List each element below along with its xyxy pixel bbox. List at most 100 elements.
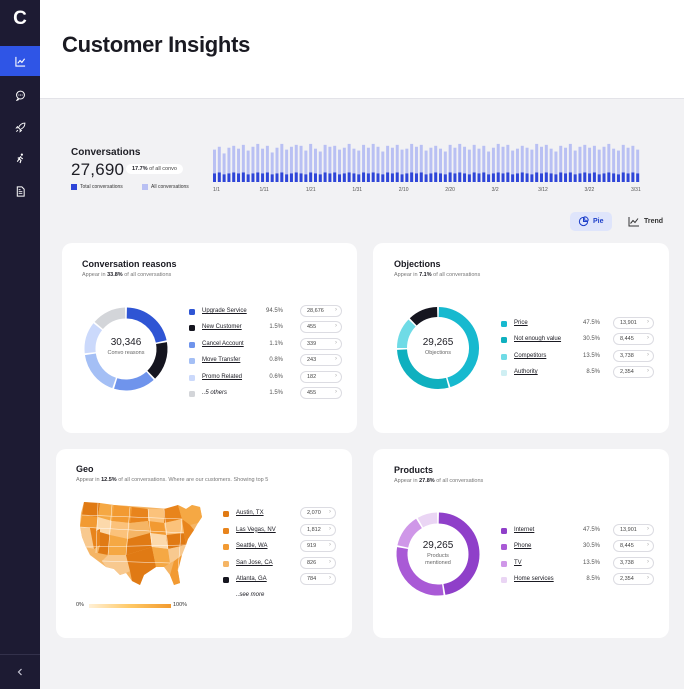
sub-pct: 27.8% — [419, 478, 435, 484]
x-tick-label: 1/31 — [352, 187, 362, 193]
legend-item-pct: 94.5% — [265, 308, 283, 314]
bar-total-conversations — [304, 174, 308, 182]
bar-total-conversations — [280, 172, 284, 182]
bar-total-conversations — [222, 174, 226, 182]
legend-count-pill[interactable]: 13,901 › — [613, 524, 654, 536]
legend-count-pill[interactable]: 2,354 › — [613, 573, 654, 586]
legend-item-link[interactable]: San Jose, CA — [236, 559, 273, 566]
legend-color-swatch — [501, 544, 507, 551]
bar-all-conversations — [256, 143, 260, 182]
x-tick-label: 3/22 — [585, 187, 595, 193]
legend-item-link[interactable]: Phone — [514, 543, 532, 550]
bar-total-conversations — [395, 172, 399, 182]
chevron-left-icon — [17, 668, 22, 676]
collapse-sidebar-button[interactable] — [0, 654, 40, 689]
bar-all-conversations — [487, 151, 491, 182]
bar-total-conversations — [381, 174, 385, 182]
legend-count-pill[interactable]: 339 › — [300, 337, 342, 350]
bar-all-conversations — [270, 152, 274, 182]
legend-item-link[interactable]: Competitors — [514, 352, 547, 359]
bar-all-conversations — [631, 145, 635, 182]
legend-all-label: All conversations — [151, 184, 189, 190]
legend-item-link[interactable]: Promo Related — [202, 373, 243, 380]
legend-item-link[interactable]: Upgrade Service — [202, 308, 247, 314]
legend-item-link[interactable]: Seattle, WA — [236, 543, 268, 550]
legend-item-link[interactable]: Las Vegas, NV — [236, 526, 276, 533]
card-subtitle: Appear in 12.5% of all conversations. Wh… — [76, 477, 268, 483]
badge-suffix: of all convo — [149, 166, 177, 172]
chevron-right-icon: › — [329, 542, 331, 549]
donut-segment — [94, 307, 126, 330]
bar-total-conversations — [289, 173, 293, 182]
legend-count-pill[interactable]: 919 › — [300, 540, 336, 553]
legend-count-pill[interactable]: 826 › — [300, 556, 336, 569]
nav-activity[interactable] — [0, 143, 40, 173]
nav-insights[interactable] — [0, 46, 40, 76]
legend-count-pill[interactable]: 13,901 › — [613, 317, 654, 329]
x-tick-label: 2/10 — [399, 187, 409, 193]
donut-segment — [397, 319, 416, 349]
donut-center-label: Convo reasons — [107, 350, 145, 356]
legend-item-link[interactable]: Austin, TX — [236, 510, 264, 516]
legend-count-pill[interactable]: 455 › — [300, 387, 342, 399]
sub-prefix: Appear in — [394, 272, 418, 278]
legend-all-swatch — [142, 184, 148, 190]
bar-all-conversations — [246, 150, 250, 182]
others-label[interactable]: ..5 others — [202, 390, 228, 396]
legend-count-pill[interactable]: 784 › — [300, 573, 336, 586]
legend-item-count: 2,354 — [620, 369, 634, 376]
legend-count-pill[interactable]: 28,676 › — [300, 305, 342, 317]
legend-item-link[interactable]: New Customer — [202, 324, 242, 331]
bar-all-conversations — [285, 149, 289, 182]
bar-all-conversations — [463, 146, 467, 182]
bar-total-conversations — [544, 172, 548, 182]
nav-reports[interactable] — [0, 176, 40, 206]
legend-item-link[interactable]: Atlanta, GA — [236, 576, 267, 583]
legend-item-count: 28,676 — [307, 308, 324, 314]
legend-count-pill[interactable]: 2,070 › — [300, 507, 336, 519]
bar-all-conversations — [265, 145, 269, 182]
legend-item-count: 3,738 — [620, 352, 634, 359]
legend-item-link[interactable]: Move Transfer — [202, 357, 241, 364]
legend-count-pill[interactable]: 182 › — [300, 370, 342, 383]
legend-row: Authority 8.5% 2,354 › — [501, 366, 661, 380]
legend-count-pill[interactable]: 3,738 › — [613, 349, 654, 362]
legend-item-pct: 1.5% — [269, 390, 283, 396]
legend-item-link[interactable]: Not enough value — [514, 336, 562, 343]
conversations-label: Conversations — [71, 147, 141, 158]
bar-total-conversations — [520, 172, 524, 182]
nav-conversations[interactable] — [0, 80, 40, 110]
bar-total-conversations — [237, 173, 241, 182]
app-logo[interactable]: C — [13, 8, 27, 29]
legend-count-pill[interactable]: 8,445 › — [613, 333, 654, 346]
bar-total-conversations — [419, 172, 423, 182]
bar-all-conversations — [616, 150, 620, 182]
legend-item-link[interactable]: TV — [514, 559, 522, 566]
legend-color-swatch — [501, 321, 507, 327]
legend-count-pill[interactable]: 3,738 › — [613, 556, 654, 569]
sub-prefix: Appear in — [394, 478, 418, 484]
legend-count-pill[interactable]: 8,445 › — [613, 540, 654, 553]
legend-count-pill[interactable]: 1,812 › — [300, 523, 336, 536]
bar-total-conversations — [578, 173, 582, 182]
legend-item-link[interactable]: Authority — [514, 369, 538, 376]
bar-all-conversations — [414, 146, 418, 182]
legend-count-pill[interactable]: 243 › — [300, 354, 342, 367]
bar-total-conversations — [636, 173, 640, 182]
legend-item-link[interactable]: Price — [514, 320, 528, 326]
view-toggle-trend[interactable]: Trend — [620, 212, 671, 231]
bar-total-conversations — [285, 174, 289, 182]
see-more-link[interactable]: ..see more — [236, 592, 265, 598]
legend-item-pct: 47.5% — [582, 527, 600, 533]
view-toggle-pie[interactable]: Pie — [570, 212, 612, 231]
legend-count-pill[interactable]: 455 › — [300, 321, 342, 334]
legend-item-link[interactable]: Internet — [514, 527, 535, 533]
bar-total-conversations — [525, 173, 529, 182]
conversations-share-badge: 17.7% of all convo — [126, 164, 183, 174]
nav-launch[interactable] — [0, 112, 40, 142]
bar-total-conversations — [559, 172, 563, 182]
legend-item-link[interactable]: Home services — [514, 576, 554, 583]
legend-item-link[interactable]: Cancel Account — [202, 340, 244, 347]
legend-count-pill[interactable]: 2,354 › — [613, 366, 654, 379]
bar-all-conversations — [347, 143, 351, 182]
